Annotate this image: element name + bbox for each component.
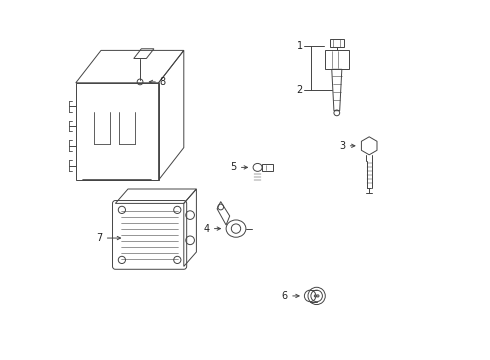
Text: 2: 2	[296, 85, 303, 95]
Text: 7: 7	[97, 233, 103, 243]
Text: 1: 1	[296, 41, 303, 51]
Text: 6: 6	[282, 291, 288, 301]
Text: 5: 5	[231, 162, 237, 172]
Text: 8: 8	[160, 77, 166, 87]
Text: 3: 3	[340, 141, 346, 151]
Text: 4: 4	[204, 224, 210, 234]
